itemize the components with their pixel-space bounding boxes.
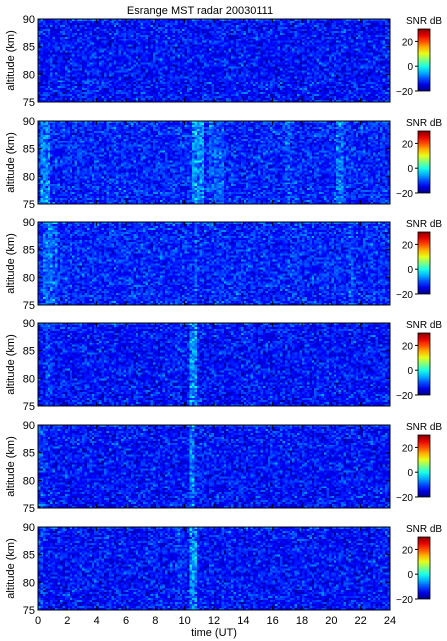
heatmap: [38, 19, 390, 102]
chart-title: Esrange MST radar 20030111: [127, 5, 273, 17]
